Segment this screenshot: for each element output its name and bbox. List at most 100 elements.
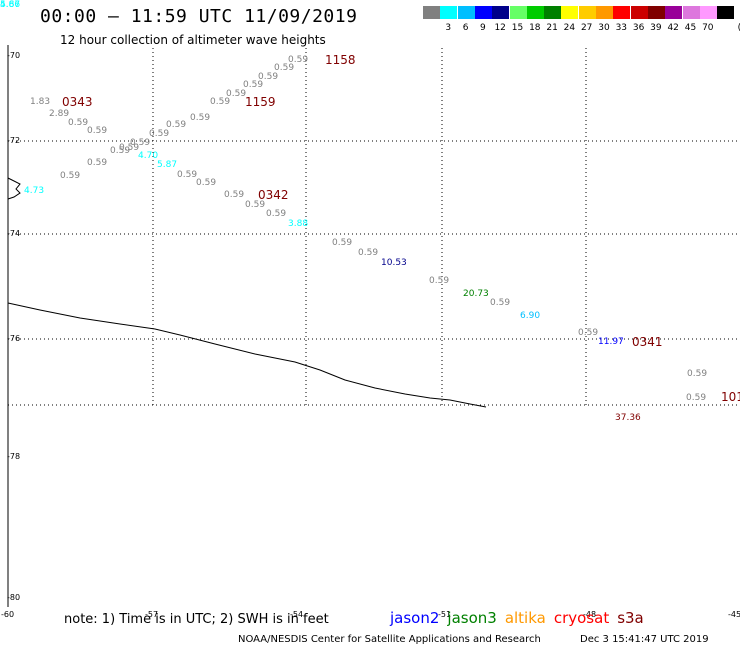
lon-labels: -60 -57 -54 -51 -48 -45 — [1, 610, 740, 619]
swh-value: 1.83 — [30, 97, 51, 107]
legend-swatch — [457, 6, 475, 19]
legend-label: 18 — [529, 23, 541, 33]
legend-label: 70 — [702, 23, 714, 33]
swh-value: 3.88 — [288, 219, 309, 229]
legend-swatch — [526, 6, 544, 19]
swh-value: 0.59 — [258, 72, 279, 82]
legend-label: 15 — [511, 23, 524, 33]
generated-timestamp: Dec 3 15:41:47 UTC 2019 — [580, 634, 709, 645]
swh-value: 0.59 — [110, 146, 131, 156]
swh-value: 0.59 — [274, 63, 295, 73]
swh-value: 0.59 — [166, 120, 187, 130]
swh-value: 0.59 — [224, 190, 245, 200]
swh-value: 0.59 — [226, 89, 247, 99]
lon-label: -57 — [145, 610, 158, 619]
lon-label: -48 — [583, 610, 596, 619]
pass-time-label: 1158 — [325, 53, 356, 67]
swh-value: 0.59 — [190, 113, 211, 123]
legend-swatch — [699, 6, 717, 19]
swh-value: 6.90 — [520, 311, 541, 321]
lon-label: -51 — [438, 610, 451, 619]
satellite-name: jason3 — [447, 609, 497, 627]
lat-label: -72 — [7, 136, 20, 145]
legend-label: 12 — [494, 23, 506, 33]
legend-swatch — [578, 6, 596, 19]
swh-value: 0.59 — [578, 328, 599, 338]
swh-value: 0.59 — [60, 171, 81, 181]
swh-value: 37.36 — [615, 413, 641, 423]
lat-label: -74 — [7, 229, 20, 238]
pass-time-label: 0342 — [258, 188, 289, 202]
swh-value: 0.59 — [332, 238, 353, 248]
pass-time-label: 0341 — [632, 335, 663, 349]
swh-value: 2.89 — [49, 109, 70, 119]
legend-label: 42 — [667, 23, 679, 33]
footer-note: note: 1) Time is in UTC; 2) SWH is in fe… — [64, 612, 329, 627]
swh-value: 0.59 — [288, 55, 309, 65]
legend-swatch — [630, 6, 648, 19]
legend-label: 36 — [632, 23, 645, 33]
legend-label: 27 — [580, 23, 593, 33]
legend-unit: (ft) — [732, 23, 740, 33]
legend-label: 21 — [546, 23, 558, 33]
pass-time-label: 0343 — [62, 95, 93, 109]
legend-swatch — [647, 6, 665, 19]
map-subtitle: 12 hour collection of altimeter wave hei… — [60, 33, 326, 47]
legend-swatch — [613, 6, 631, 19]
island-outline — [7, 177, 21, 200]
legend-swatch — [717, 6, 735, 19]
swh-value: 0.59 — [490, 298, 511, 308]
legend-swatch — [474, 6, 492, 19]
swh-value: 0.59 — [87, 126, 108, 136]
lon-label: -54 — [290, 610, 303, 619]
satellite-legend: jason2 jason3 altika cryosat s3a — [390, 609, 652, 627]
legend-label: 24 — [563, 23, 576, 33]
swh-value: 5.87 — [157, 160, 178, 170]
satellite-name: jason2 — [390, 609, 440, 627]
swh-value: 0.59 — [68, 118, 89, 128]
swh-value: 0.59 — [119, 143, 140, 153]
map-title: 00:00 — 11:59 UTC 11/09/2019 — [40, 6, 358, 27]
lat-label: -70 — [7, 51, 20, 60]
swh-value: 0.59 — [130, 138, 151, 148]
swh-value: 0.59 — [177, 170, 198, 180]
legend-label: 30 — [598, 23, 610, 33]
swh-value: 4.70 — [138, 151, 159, 161]
lat-label: -78 — [7, 452, 20, 461]
legend-label: 3 — [445, 23, 452, 33]
legend-swatch — [440, 6, 458, 19]
lat-label: -76 — [7, 334, 20, 343]
legend-label: 45 — [684, 23, 697, 33]
swh-value: 4.73 — [24, 186, 45, 196]
swh-value: 5.86 — [0, 0, 21, 10]
swh-value: 0.59 — [149, 129, 170, 139]
legend-swatch — [561, 6, 579, 19]
swh-value: 0.59 — [358, 248, 379, 258]
swh-value: 0.59 — [245, 200, 266, 210]
swh-value: 10.53 — [381, 258, 407, 268]
coastline — [7, 302, 487, 408]
legend-swatch — [682, 6, 700, 19]
pass-time-label: 101 — [721, 390, 740, 404]
legend-swatch — [492, 6, 510, 19]
graticule — [8, 48, 740, 406]
swh-value: 11.97 — [598, 337, 624, 347]
lon-label: -60 — [1, 610, 14, 619]
lat-labels: -70 -72 -74 -76 -78 -80 — [7, 51, 20, 602]
legend-swatch — [665, 6, 683, 19]
swh-value: 0.59 — [686, 393, 707, 403]
swh-value: 0.59 — [196, 178, 217, 188]
satellite-name: altika — [504, 609, 546, 627]
satellite-name: s3a — [617, 609, 644, 627]
legend-label: 33 — [615, 23, 628, 33]
pass-time-label: 1159 — [245, 95, 276, 109]
legend-swatch — [544, 6, 562, 19]
swh-value: 0.59 — [687, 369, 708, 379]
legend-label: 39 — [650, 23, 662, 33]
swh-value: 4.67 — [0, 0, 21, 10]
swh-value: 0.59 — [87, 158, 108, 168]
lon-label: -45 — [728, 610, 740, 619]
swh-value: 0.59 — [429, 276, 450, 286]
legend-label: 6 — [462, 23, 469, 33]
